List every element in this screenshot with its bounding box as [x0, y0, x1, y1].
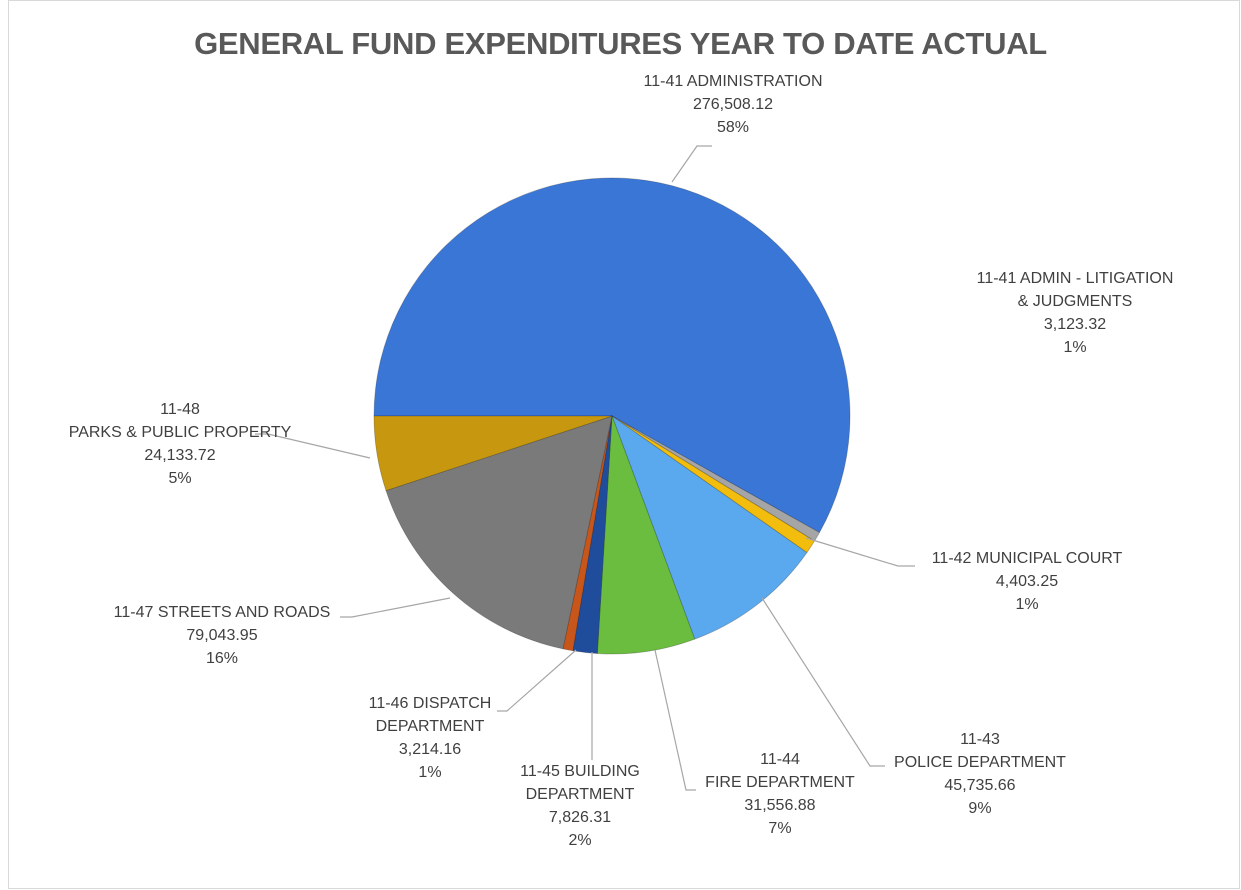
percent-label: 58%: [716, 119, 750, 136]
value-label: 45,735.66: [944, 777, 1016, 794]
category-label: 11-42 MUNICIPAL COURT: [931, 550, 1123, 567]
percent-label: 7%: [768, 820, 792, 837]
leader-line: [761, 597, 885, 767]
pie-slice: [373, 415, 613, 492]
category-label: 11-46 DISPATCH DEPARTMENT: [368, 695, 492, 735]
data-label: 11-41 ADMIN - LITIGATION & JUDGMENTS 3,12…: [977, 267, 1174, 359]
value-label: 79,043.95: [186, 627, 258, 644]
pie-slice: [596, 415, 696, 655]
pie: [373, 177, 851, 655]
percent-label: 1%: [418, 764, 442, 781]
value-label: 3,123.32: [1043, 316, 1107, 333]
percent-label: 9%: [968, 800, 992, 817]
percent-label: 1%: [1063, 339, 1087, 356]
data-label: 11-41 ADMINISTRATION 276,508.12 58%: [644, 70, 823, 139]
data-label: 11-43 POLICE DEPARTMENT 45,735.66 9%: [894, 728, 1066, 820]
percent-label: 5%: [168, 470, 192, 487]
leader-line: [654, 649, 696, 791]
percent-label: 2%: [568, 832, 592, 849]
category-label: 11-44 FIRE DEPARTMENT: [705, 751, 855, 791]
data-label: 11-44 FIRE DEPARTMENT 31,556.88 7%: [705, 748, 855, 840]
chart-border: [8, 0, 1240, 889]
data-label: 11-45 BUILDING DEPARTMENT 7,826.31 2%: [520, 760, 640, 852]
percent-label: 1%: [1015, 596, 1039, 613]
value-label: 4,403.25: [995, 573, 1059, 590]
leader-line: [805, 537, 915, 567]
value-label: 31,556.88: [744, 797, 816, 814]
pie-slice: [385, 415, 613, 650]
leader-line: [255, 433, 371, 459]
data-label: 11-42 MUNICIPAL COURT 4,403.25 1%: [932, 547, 1123, 616]
pie-slice: [611, 414, 808, 640]
value-label: 24,133.72: [144, 447, 216, 464]
data-label: 11-47 STREETS AND ROADS 79,043.95 16%: [114, 601, 331, 670]
category-label: 11-43 POLICE DEPARTMENT: [894, 731, 1066, 771]
percent-label: 16%: [205, 650, 239, 667]
value-label: 276,508.12: [692, 96, 774, 113]
chart-title: GENERAL FUND EXPENDITURES YEAR TO DATE A…: [194, 26, 1047, 61]
pie-slice: [373, 177, 851, 534]
leader-line: [497, 649, 577, 712]
category-label: 11-41 ADMIN - LITIGATION & JUDGMENTS: [976, 270, 1174, 310]
category-label: 11-47 STREETS AND ROADS: [113, 604, 331, 621]
category-label: 11-45 BUILDING DEPARTMENT: [520, 763, 640, 803]
category-label: 11-48 PARKS & PUBLIC PROPERTY: [68, 401, 292, 441]
value-label: 3,214.16: [398, 741, 462, 758]
data-label: 11-46 DISPATCH DEPARTMENT 3,214.16 1%: [369, 692, 492, 784]
data-label: 11-48 PARKS & PUBLIC PROPERTY 24,133.72 5%: [69, 398, 292, 490]
value-label: 7,826.31: [548, 809, 612, 826]
leader-line: [671, 145, 712, 183]
pie-slice: [562, 415, 613, 652]
category-label: 11-41 ADMINISTRATION: [643, 73, 823, 90]
leader-line: [340, 597, 451, 618]
pie-slice: [572, 415, 613, 654]
